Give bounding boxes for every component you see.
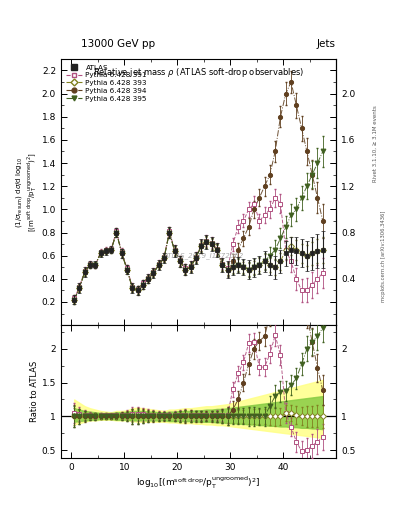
- Y-axis label: $(1/\sigma_\mathrm{resum})$ d$\sigma$/d log$_{10}$
[(m$^\mathrm{soft\ drop}$/p$_: $(1/\sigma_\mathrm{resum})$ d$\sigma$/d …: [13, 152, 39, 232]
- X-axis label: log$_{10}$[(m$^\mathrm{soft\ drop}$/p$_\mathrm{T}^\mathrm{ungroomed})^2$]: log$_{10}$[(m$^\mathrm{soft\ drop}$/p$_\…: [136, 475, 261, 491]
- Legend: ATLAS, Pythia 6.428 391, Pythia 6.428 393, Pythia 6.428 394, Pythia 6.428 395: ATLAS, Pythia 6.428 391, Pythia 6.428 39…: [64, 62, 149, 103]
- Text: Rivet 3.1.10, ≥ 3.1M events: Rivet 3.1.10, ≥ 3.1M events: [373, 105, 378, 182]
- Text: ATLAS_2019_I1772062: ATLAS_2019_I1772062: [164, 252, 244, 259]
- Text: mcplots.cern.ch [arXiv:1306.3436]: mcplots.cern.ch [arXiv:1306.3436]: [381, 210, 386, 302]
- Text: Jets: Jets: [317, 38, 336, 49]
- Text: Relative jet mass $\rho$ (ATLAS soft-drop observables): Relative jet mass $\rho$ (ATLAS soft-dro…: [93, 66, 304, 78]
- Text: 13000 GeV pp: 13000 GeV pp: [81, 38, 155, 49]
- Y-axis label: Ratio to ATLAS: Ratio to ATLAS: [30, 361, 39, 422]
